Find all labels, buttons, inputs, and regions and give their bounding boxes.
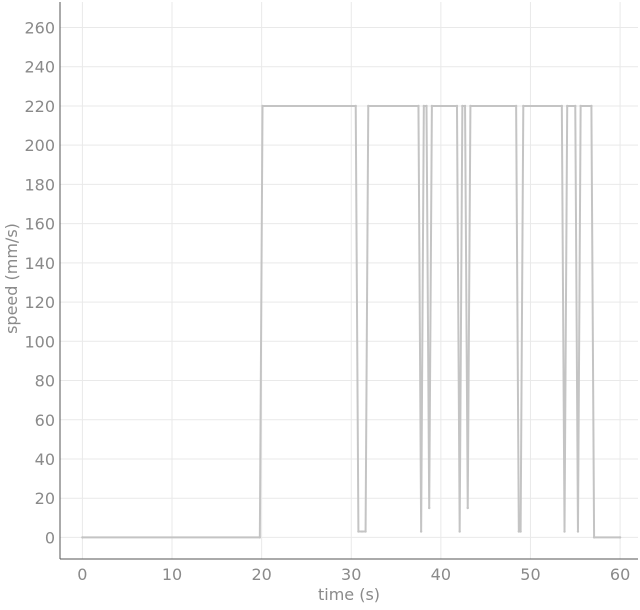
speed-data-point	[425, 104, 428, 108]
x-tick-label: 40	[431, 565, 451, 584]
x-tick-labels: 0 10 20 30 40 50 60	[77, 565, 630, 584]
speed-data-point	[261, 104, 264, 108]
speed-data-point	[592, 536, 596, 539]
speed-data-point	[364, 530, 367, 533]
x-tick-label: 0	[77, 565, 87, 584]
speed-data-point	[430, 104, 434, 108]
speed-data-point	[360, 530, 364, 533]
speed-data-point	[466, 506, 469, 510]
speed-data-point	[560, 104, 564, 108]
speed-data-point	[517, 530, 521, 533]
speed-data-point	[618, 536, 622, 539]
speed-data-point	[579, 104, 582, 108]
speed-data-point	[519, 530, 522, 533]
x-axis-title: time (s)	[318, 585, 380, 604]
x-tick-label: 20	[251, 565, 271, 584]
speed-data-point	[422, 104, 426, 108]
speed-data-point	[566, 104, 569, 108]
speed-data-point	[463, 104, 467, 108]
y-tick-label: 100	[24, 332, 55, 351]
y-tick-label: 20	[35, 489, 55, 508]
y-tick-label: 220	[24, 97, 55, 116]
speed-data-point	[419, 530, 423, 533]
x-tick-label: 50	[520, 565, 540, 584]
y-tick-label: 120	[24, 293, 55, 312]
y-axis-title: speed (mm/s)	[2, 223, 21, 334]
speed-data-point	[576, 530, 580, 533]
y-tick-label: 260	[24, 18, 55, 37]
speed-data-point	[417, 104, 420, 108]
speed-data-point	[563, 530, 566, 533]
x-tick-label: 60	[610, 565, 630, 584]
speed-data-point	[590, 104, 593, 108]
y-tick-label: 80	[35, 372, 55, 391]
y-tick-label: 140	[24, 254, 55, 273]
speed-data-point	[574, 104, 577, 108]
y-tick-label: 240	[24, 58, 55, 77]
speed-data-point	[258, 536, 262, 539]
y-tick-labels: 0 20 40 60 80 100 120 140 160 180 200 220 240 260	[24, 18, 55, 547]
speed-data-point	[458, 530, 461, 533]
speed-data-point	[522, 104, 525, 108]
y-tick-label: 40	[35, 450, 55, 469]
series-layer	[81, 104, 622, 539]
speed-data-point	[354, 104, 357, 108]
speed-data-point	[367, 104, 370, 108]
speed-data-point	[514, 104, 518, 108]
speed-data-point	[81, 536, 84, 539]
y-tick-label: 0	[45, 528, 55, 547]
y-tick-label: 200	[24, 136, 55, 155]
speed-data-point	[469, 104, 472, 108]
x-tick-label: 30	[341, 565, 361, 584]
speed-data-point	[428, 506, 431, 510]
speed-data-point	[461, 104, 464, 108]
y-tick-label: 180	[24, 175, 55, 194]
grid	[60, 2, 638, 559]
y-tick-label: 60	[35, 411, 55, 430]
speed-data-point	[357, 530, 360, 533]
speed-data-point	[455, 104, 459, 108]
x-tick-label: 10	[162, 565, 182, 584]
y-tick-label: 160	[24, 215, 55, 234]
